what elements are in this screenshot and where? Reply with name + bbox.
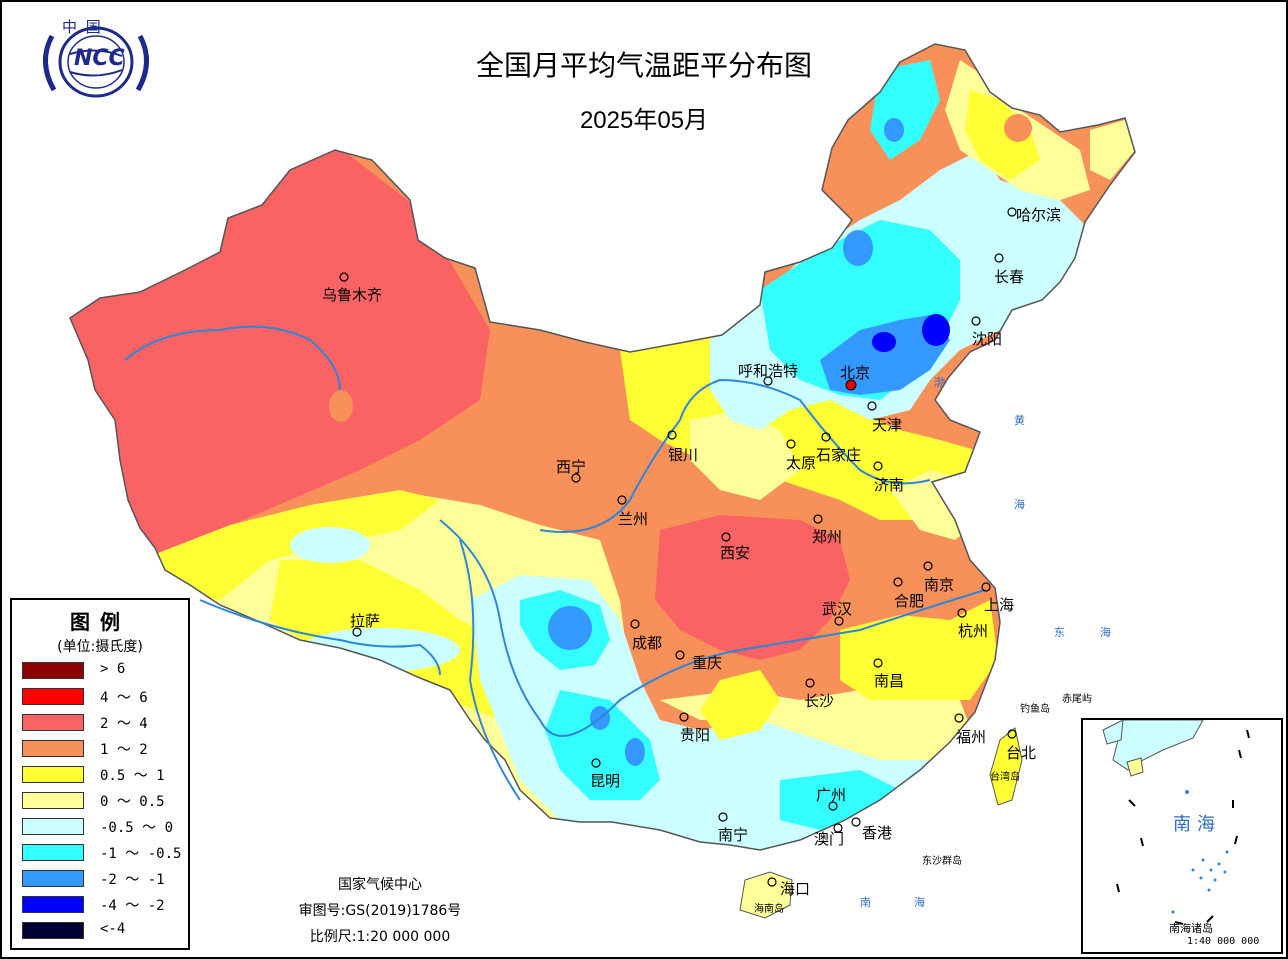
city-fuzhou: 福州	[956, 728, 987, 746]
city-chongqing: 重庆	[692, 654, 723, 672]
legend-swatch	[22, 870, 84, 887]
map-subtitle: 2025年05月	[579, 107, 709, 134]
legend-label: -1 ～ -0.5	[100, 846, 182, 862]
legend-swatch	[22, 818, 84, 835]
legend-label: > 6	[100, 661, 126, 677]
legend-row: <-4	[22, 920, 182, 940]
legend-label: 2 ～ 4	[100, 716, 148, 732]
city-changsha: 长沙	[804, 692, 835, 710]
city-yinchuan: 银川	[668, 446, 699, 464]
label-hainan: 海南岛	[754, 904, 784, 915]
inset-map	[1102, 720, 1250, 925]
south-china-sea-inset: 南海 南海诸岛 1:40 000 000	[1081, 718, 1283, 954]
city-nanning: 南宁	[718, 826, 749, 844]
legend-swatch	[22, 792, 84, 809]
city-haikou: 海口	[780, 880, 811, 898]
city-guangzhou: 广州	[816, 786, 847, 804]
city-changchun: 长春	[994, 268, 1025, 286]
credit-scale: 比例尺:1:20 000 000	[309, 929, 451, 945]
legend-label: -2 ～ -1	[100, 872, 165, 888]
city-shanghai: 上海	[984, 596, 1015, 614]
legend-unit: (单位:摄氏度)	[57, 639, 143, 655]
legend-label: 0 ～ 0.5	[100, 794, 165, 810]
legend-label: 0.5 ～ 1	[100, 768, 165, 784]
legend-row: 0.5 ～ 1	[22, 764, 182, 784]
city-hohhot: 呼和浩特	[738, 362, 799, 380]
legend-row: -0.5 ～ 0	[22, 816, 182, 836]
city-macau: 澳门	[814, 830, 845, 848]
city-tianjin: 天津	[872, 416, 903, 434]
legend-row: 0 ～ 0.5	[22, 790, 182, 810]
legend-label: -4 ～ -2	[100, 898, 165, 914]
city-wuhan: 武汉	[822, 600, 853, 618]
city-hefei: 合肥	[894, 592, 925, 610]
inset-scale: 1:40 000 000	[1187, 936, 1260, 947]
city-urumqi: 乌鲁木齐	[322, 286, 383, 304]
legend-label: 4 ～ 6	[100, 690, 148, 706]
city-guiyang: 贵阳	[680, 726, 711, 744]
city-nanchang: 南昌	[874, 672, 905, 690]
sea-bohai: 渤	[934, 376, 945, 389]
logo-text: 中 国	[62, 18, 103, 36]
legend-title: 图例	[70, 610, 130, 634]
legend-swatch	[22, 766, 84, 783]
sea-huang-2: 海	[1014, 498, 1025, 511]
sea-dong-1: 东	[1054, 626, 1065, 639]
city-harbin: 哈尔滨	[1016, 206, 1062, 224]
city-zhengzhou: 郑州	[812, 528, 843, 546]
city-lanzhou: 兰州	[618, 510, 649, 528]
city-xining: 西宁	[556, 458, 587, 476]
city-xian: 西安	[720, 544, 751, 562]
legend-label: <-4	[100, 921, 126, 937]
legend-label: 1 ～ 2	[100, 742, 148, 758]
city-beijing: 北京	[840, 364, 871, 382]
city-shijiazhuang: 石家庄	[816, 446, 862, 464]
credit-org: 国家气候中心	[338, 877, 422, 893]
sea-huang-1: 黄	[1014, 414, 1025, 427]
legend-row: -4 ～ -2	[22, 894, 182, 914]
inset-islands-label: 南海诸岛	[1169, 922, 1213, 935]
legend-row: -2 ～ -1	[22, 868, 182, 888]
label-taiwan: 台湾岛	[990, 772, 1020, 783]
label-diaoyu: 钓鱼岛	[1020, 704, 1050, 715]
legend-row: 4 ～ 6	[22, 686, 182, 706]
legend-row: 2 ～ 4	[22, 712, 182, 732]
ncc-logo	[30, 16, 162, 104]
label-dongsha: 东沙群岛	[922, 856, 962, 867]
city-kunming: 昆明	[590, 772, 621, 790]
credit-review: 审图号:GS(2019)1786号	[298, 903, 462, 919]
city-taiyuan: 太原	[786, 454, 817, 472]
city-chengdu: 成都	[632, 634, 663, 652]
legend-row: > 6	[22, 660, 182, 680]
label-chiwei: 赤尾屿	[1062, 694, 1092, 705]
legend-swatch	[22, 688, 84, 705]
legend-row: -1 ～ -0.5	[22, 842, 182, 862]
city-shenyang: 沈阳	[972, 330, 1003, 348]
inset-sea-label: 南海	[1173, 814, 1221, 835]
map-title: 全国月平均气温距平分布图	[475, 49, 812, 82]
city-lhasa: 拉萨	[350, 612, 381, 630]
legend-swatch	[22, 740, 84, 757]
city-hongkong: 香港	[862, 824, 893, 842]
legend-swatch	[22, 922, 84, 939]
sea-dong-2: 海	[1100, 626, 1111, 639]
legend: 图例 (单位:摄氏度) > 6 4 ～ 6 2 ～ 4 1 ～ 2 0.5 ～ 1 0 ～…	[10, 598, 190, 950]
logo-mark: NCC	[74, 46, 125, 71]
city-hangzhou: 杭州	[958, 622, 989, 640]
sea-nan-2: 海	[914, 896, 925, 909]
city-nanjing: 南京	[924, 576, 955, 594]
legend-label: -0.5 ～ 0	[100, 820, 174, 836]
city-taipei: 台北	[1006, 744, 1037, 762]
legend-swatch	[22, 714, 84, 731]
legend-row: 1 ～ 2	[22, 738, 182, 758]
sea-nan-1: 南	[860, 896, 871, 909]
legend-swatch	[22, 662, 84, 679]
legend-swatch	[22, 844, 84, 861]
city-jinan: 济南	[874, 476, 905, 494]
legend-swatch	[22, 896, 84, 913]
